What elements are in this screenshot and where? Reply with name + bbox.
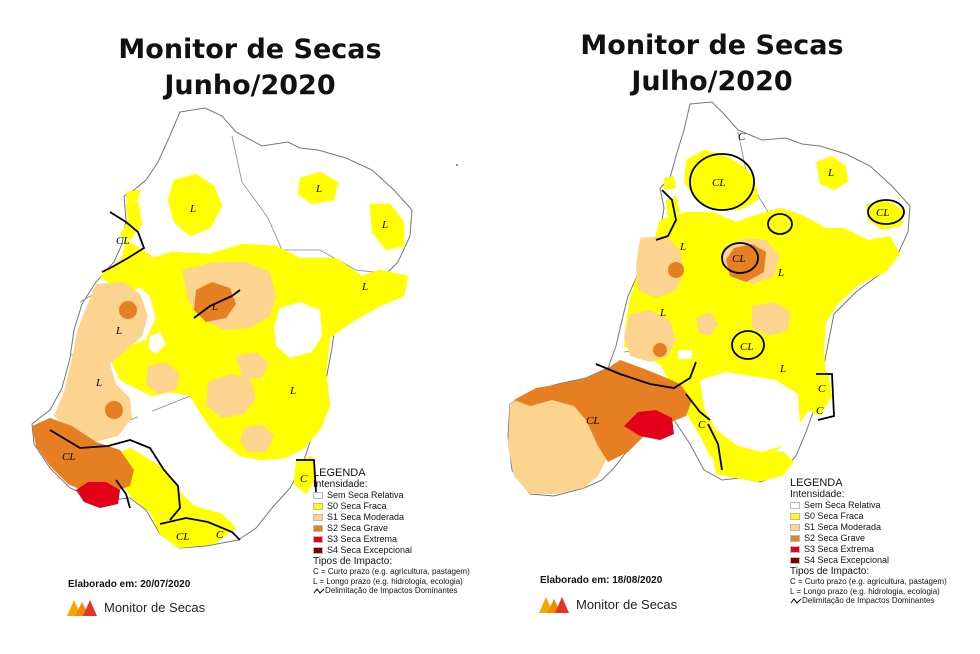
legend-item: S4 Seca Excepcional bbox=[790, 555, 947, 566]
brand-name: Monitor de Secas bbox=[104, 599, 206, 615]
impact-label: L bbox=[361, 281, 368, 293]
impact-labels: L L L L L L L L CL CL CL C C bbox=[62, 183, 388, 543]
impact-label: L bbox=[659, 307, 666, 319]
brand-logo: Monitor de Secas bbox=[538, 594, 677, 614]
legend-impact-l: L = Longo prazo (e.g. hidrologia, ecolog… bbox=[313, 576, 463, 586]
legend: LEGENDA Intensidade: Sem Seca Relativa S… bbox=[313, 467, 470, 596]
legend-item: S1 Seca Moderada bbox=[790, 522, 947, 533]
title-line-2: Junho/2020 bbox=[164, 70, 336, 101]
impact-label: L bbox=[827, 167, 834, 179]
impact-label: CL bbox=[732, 253, 745, 265]
map-title: Monitor de Secas Junho/2020 bbox=[100, 32, 400, 104]
impact-label: C bbox=[738, 131, 746, 143]
legend: LEGENDA Intensidade: Sem Seca Relativa S… bbox=[790, 477, 947, 606]
no-drought-holes bbox=[678, 150, 800, 452]
s0-areas bbox=[99, 171, 409, 549]
legend-intensity: Intensidade: bbox=[313, 479, 368, 490]
map-panel-june: Monitor de Secas Junho/2020 bbox=[31, 32, 470, 617]
impact-label: L bbox=[779, 363, 786, 375]
monitor-logo-icon bbox=[539, 597, 569, 613]
impact-label: C bbox=[698, 419, 706, 431]
legend-impact-title: Tipos de Impacto: bbox=[313, 556, 393, 567]
impact-label: C bbox=[816, 405, 824, 417]
impact-label: L bbox=[289, 385, 296, 397]
impact-label: CL bbox=[62, 451, 75, 463]
impact-delimitation-lines bbox=[49, 211, 317, 541]
impact-label: C bbox=[300, 473, 308, 485]
map-title: Monitor de Secas Julho/2020 bbox=[562, 28, 862, 100]
impact-label: L bbox=[679, 241, 686, 253]
impact-labels: C CL L CL CL L L L CL L CL C C C bbox=[586, 131, 889, 431]
s3-areas bbox=[76, 482, 120, 508]
legend-delimitation: Delimitação de Impactos Dominantes bbox=[313, 586, 470, 596]
legend-intensity: Intensidade: bbox=[790, 489, 845, 500]
impact-label: CL bbox=[586, 415, 599, 427]
legend-title: LEGENDA bbox=[790, 477, 843, 489]
impact-label: CL bbox=[176, 531, 189, 543]
s2-areas bbox=[514, 244, 766, 462]
impact-label: C bbox=[818, 383, 826, 395]
impact-label: CL bbox=[712, 177, 725, 189]
legend-item: S2 Seca Grave bbox=[790, 533, 947, 544]
delimitation-line-icon bbox=[790, 598, 802, 604]
legend-impact-c: C = Curto prazo (e.g. agricultura, pasta… bbox=[790, 577, 947, 586]
stray-dot bbox=[456, 164, 458, 166]
drought-map-june: L L L L L L L L CL CL CL C C bbox=[31, 107, 413, 549]
s2-areas bbox=[32, 282, 236, 494]
legend-item: Sem Seca Relativa bbox=[313, 490, 470, 501]
impact-label: CL bbox=[876, 207, 889, 219]
map-panel-july: Monitor de Secas Julho/2020 bbox=[490, 0, 980, 654]
s3-areas bbox=[624, 410, 674, 440]
no-drought-holes bbox=[138, 302, 322, 420]
brand-name: Monitor de Secas bbox=[576, 596, 678, 612]
legend-impact-c: C = Curto prazo (e.g. agricultura, pasta… bbox=[313, 567, 470, 576]
title-line-1: Monitor de Secas bbox=[118, 34, 382, 65]
legend-item: S3 Seca Extrema bbox=[313, 534, 470, 545]
impact-label: L bbox=[189, 203, 196, 215]
impact-label: C bbox=[216, 529, 224, 541]
impact-label: CL bbox=[116, 235, 129, 247]
legend-item: S1 Seca Moderada bbox=[313, 512, 470, 523]
impact-delimitation-lines bbox=[595, 153, 905, 471]
impact-label: L bbox=[315, 183, 322, 195]
brand-logo: Monitor de Secas bbox=[66, 597, 205, 617]
impact-label: L bbox=[95, 377, 102, 389]
legend-item: S4 Seca Excepcional bbox=[313, 545, 470, 556]
impact-label: L bbox=[777, 267, 784, 279]
legend-impact-title: Tipos de Impacto: bbox=[790, 566, 870, 577]
impact-label: L bbox=[115, 325, 122, 337]
monitor-logo-icon bbox=[67, 600, 97, 616]
legend-item: S0 Seca Fraca bbox=[790, 511, 947, 522]
legend-impact-l: L = Longo prazo (e.g. hidrologia, ecolog… bbox=[790, 586, 940, 596]
delimitation-line-icon bbox=[313, 588, 325, 594]
elaborado-date: Elaborado em: 20/07/2020 bbox=[68, 579, 191, 590]
impact-label: L bbox=[211, 301, 218, 313]
legend-item: S0 Seca Fraca bbox=[313, 501, 470, 512]
legend-item: Sem Seca Relativa bbox=[790, 500, 947, 511]
legend-item: S2 Seca Grave bbox=[313, 523, 470, 534]
impact-label: CL bbox=[740, 341, 753, 353]
legend-delimitation: Delimitação de Impactos Dominantes bbox=[790, 596, 947, 606]
title-line-2: Julho/2020 bbox=[631, 66, 793, 97]
title-line-1: Monitor de Secas bbox=[580, 30, 844, 61]
impact-label: L bbox=[381, 219, 388, 231]
elaborado-date: Elaborado em: 18/08/2020 bbox=[540, 575, 663, 586]
legend-title: LEGENDA bbox=[313, 467, 366, 479]
legend-item: S3 Seca Extrema bbox=[790, 544, 947, 555]
drought-map-july: C CL L CL CL L L L CL L CL C C C bbox=[507, 101, 911, 497]
